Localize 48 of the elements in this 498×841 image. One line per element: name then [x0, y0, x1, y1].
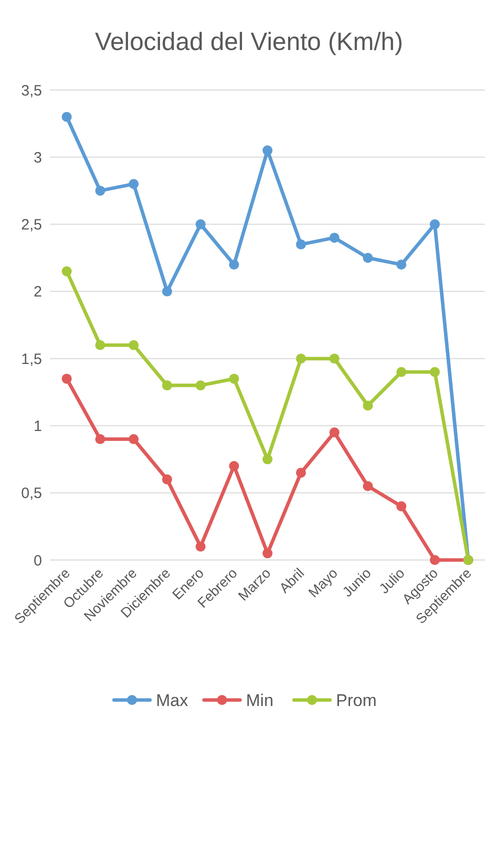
point [128, 340, 139, 350]
legend-label: Min [246, 690, 274, 710]
point [430, 219, 440, 230]
y-tick-label: 2 [34, 284, 42, 301]
point [196, 542, 206, 552]
y-tick-label: 1 [34, 418, 42, 435]
y-tick-label: 3 [34, 149, 42, 166]
point [296, 354, 306, 364]
y-tick-label: 0,5 [21, 485, 42, 502]
point [62, 112, 72, 122]
point [362, 252, 373, 263]
point [296, 239, 306, 250]
point [62, 266, 72, 276]
point [128, 179, 139, 189]
chart-title: Velocidad del Viento (Km/h) [94, 28, 404, 56]
point [162, 286, 172, 296]
point [262, 454, 272, 464]
point [128, 434, 139, 444]
y-tick-label: 2,5 [21, 216, 42, 234]
point [229, 461, 240, 471]
point [430, 555, 440, 565]
point [262, 548, 272, 558]
point [329, 427, 340, 438]
point [95, 340, 106, 350]
point [95, 434, 106, 444]
point [196, 380, 206, 390]
point [396, 501, 406, 512]
legend-label: Prom [336, 690, 377, 710]
point [430, 367, 440, 377]
point [329, 232, 340, 243]
point [62, 374, 72, 384]
point [162, 474, 172, 484]
point [229, 260, 240, 270]
point [162, 380, 172, 390]
point [362, 400, 373, 411]
legend-label: Max [156, 690, 189, 710]
point [396, 367, 406, 377]
y-tick-label: 0 [34, 552, 42, 570]
point [262, 145, 272, 156]
point [329, 354, 340, 364]
point [396, 260, 406, 270]
point [296, 468, 306, 478]
y-tick-label: 1,5 [21, 350, 42, 368]
point [95, 186, 106, 196]
point [362, 481, 373, 492]
point [229, 374, 240, 384]
point [196, 219, 206, 230]
y-tick-label: 3,5 [21, 82, 42, 100]
